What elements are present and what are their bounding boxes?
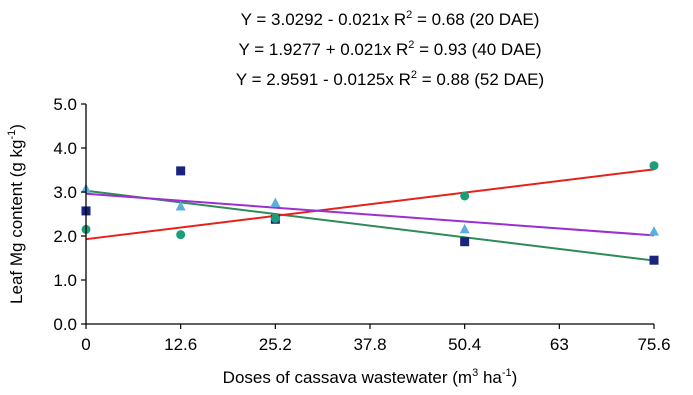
x-tick-label: 63 [550, 335, 569, 354]
point-circle-2 [176, 230, 186, 240]
point-circle-4 [460, 191, 470, 201]
point-square-4 [460, 237, 470, 247]
x-tick-label: 12.6 [164, 335, 197, 354]
axes: 0.0 1.0 2.0 3.0 4.0 5.0 0 12.6 25.2 37.8 50.4 63 75.… [53, 95, 670, 354]
x-tick-label: 25.2 [259, 335, 292, 354]
regression-lines [85, 168, 655, 262]
point-circle-5 [649, 161, 659, 171]
axis-titles: Doses of cassava wastewater (m3 ha-1) Lea… [6, 124, 517, 387]
point-circle-3 [270, 213, 280, 223]
x-tick-label: 37.8 [353, 335, 386, 354]
point-triangle-3 [270, 197, 281, 207]
point-triangle-5 [649, 226, 659, 236]
y-axis-title: Leaf Mg content (g kg-1) [6, 124, 26, 304]
point-square-2 [176, 166, 186, 176]
x-tick-label: 75.6 [637, 335, 670, 354]
point-triangle-4 [459, 223, 470, 234]
fit-line-1 [85, 189, 655, 262]
y-tick-label: 5.0 [53, 95, 77, 114]
x-axis-title: Doses of cassava wastewater (m3 ha-1) [223, 367, 518, 387]
equation-1: Y = 3.0292 - 0.021x R2 = 0.68 (20 DAE) [241, 9, 540, 29]
point-square-5 [649, 255, 659, 265]
x-tick-label: 0 [81, 335, 90, 354]
x-tick-label: 50.4 [448, 335, 481, 354]
equation-2: Y = 1.9277 + 0.021x R2 = 0.93 (40 DAE) [238, 39, 541, 59]
y-tick-label: 4.0 [53, 139, 77, 158]
fit-line-2 [85, 168, 655, 241]
y-tick-label: 0.0 [53, 315, 77, 334]
y-tick-label: 3.0 [53, 183, 77, 202]
data-points [81, 161, 659, 265]
regression-equations: Y = 3.0292 - 0.021x R2 = 0.68 (20 DAE) Y … [236, 9, 544, 89]
y-tick-label: 2.0 [53, 227, 77, 246]
y-tick-label: 1.0 [53, 271, 77, 290]
point-triangle-2 [175, 201, 186, 211]
equation-3: Y = 2.9591 - 0.0125x R2 = 0.88 (52 DAE) [236, 69, 544, 89]
fit-line-3 [85, 192, 655, 237]
